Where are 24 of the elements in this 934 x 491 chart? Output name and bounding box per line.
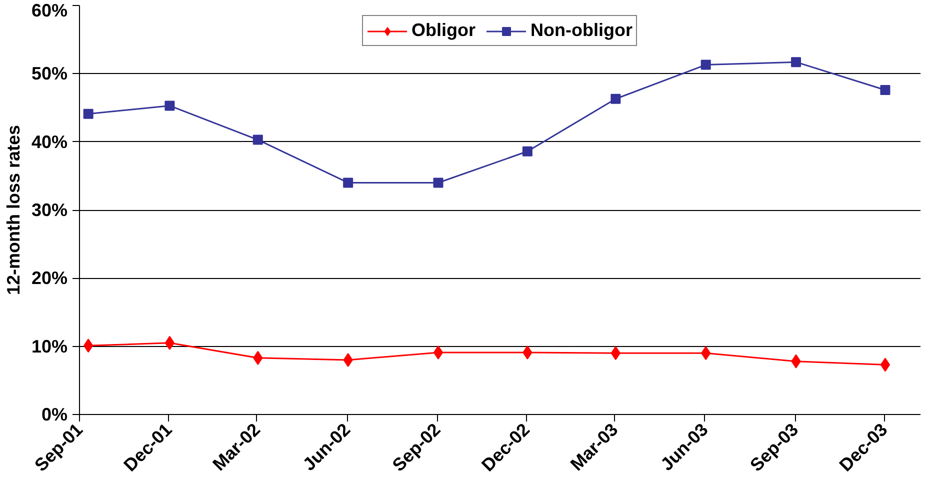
y-tick-label: 0% [41,404,68,424]
y-tick-label: 20% [31,268,68,288]
point [83,338,94,353]
point [433,345,444,360]
point [252,134,263,145]
point [610,94,621,104]
point [522,146,532,156]
legend-label: Non-obligor [530,20,632,41]
y-tick-label: 40% [31,132,68,152]
legend-label: Obligor [412,20,476,41]
y-tick-label: 60% [31,0,68,20]
point [880,358,890,372]
y-tick-label: 30% [31,200,68,220]
point [164,100,175,111]
point [83,108,94,119]
point [880,85,890,96]
point [791,57,802,68]
y-tick-label: 50% [31,64,68,84]
point [700,60,711,70]
point [433,178,444,188]
y-tick-label: 10% [31,336,68,356]
point [343,178,354,188]
point [164,336,175,350]
y-axis-title: 12-month loss rates [3,124,24,296]
